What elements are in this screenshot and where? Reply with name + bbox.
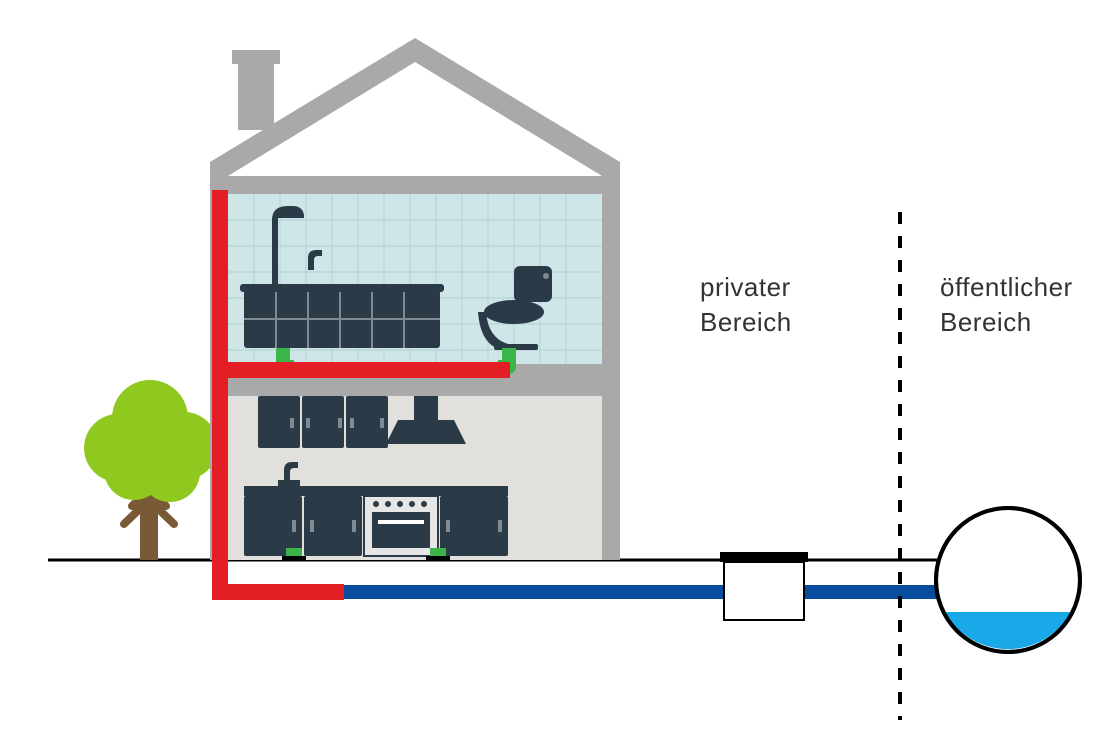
chimney-icon bbox=[238, 58, 274, 130]
tree-icon bbox=[84, 380, 218, 560]
public-area-line1: öffentlicher bbox=[940, 272, 1073, 302]
private-area-line2: Bereich bbox=[700, 307, 792, 337]
shower-icon bbox=[272, 218, 278, 286]
private-area-line1: privater bbox=[700, 272, 791, 302]
stove-icon bbox=[364, 496, 438, 556]
inspection-chamber-icon bbox=[720, 552, 808, 620]
upper-cabinets-icon bbox=[258, 396, 388, 448]
plumbing-diagram bbox=[0, 0, 1112, 746]
public-area-line2: Bereich bbox=[940, 307, 1032, 337]
private-area-label: privater Bereich bbox=[700, 270, 792, 340]
sewer-main-icon bbox=[936, 508, 1080, 652]
countertop-icon bbox=[244, 486, 508, 496]
public-area-label: öffentlicher Bereich bbox=[940, 270, 1073, 340]
